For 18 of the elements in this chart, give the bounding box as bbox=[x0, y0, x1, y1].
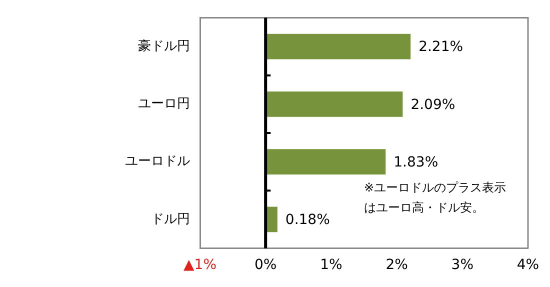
x-tick-label: 3% bbox=[451, 257, 474, 274]
y-tick-label: ドル円 bbox=[151, 212, 190, 227]
y-tick-label: ユーロドル bbox=[125, 154, 190, 170]
annotation: ※ユーロドルのプラス表示はユーロ高・ドル安。 bbox=[364, 180, 506, 214]
bar bbox=[266, 149, 386, 174]
bar bbox=[266, 92, 403, 117]
x-tick-label: ▲1% bbox=[184, 257, 216, 274]
data-label: 1.83% bbox=[394, 154, 438, 170]
x-tick-label: 4% bbox=[516, 257, 540, 274]
y-tick-label: ユーロ円 bbox=[138, 96, 190, 112]
x-tick-label: 0% bbox=[254, 257, 277, 274]
data-label: 0.18% bbox=[285, 212, 330, 228]
y-tick-label: 豪ドル円 bbox=[138, 38, 190, 54]
x-tick-label: 2% bbox=[386, 257, 408, 274]
x-tick-label: 1% bbox=[320, 257, 342, 274]
data-label: 2.09% bbox=[410, 96, 456, 113]
data-label: 2.21% bbox=[418, 39, 464, 56]
bar bbox=[266, 34, 411, 60]
